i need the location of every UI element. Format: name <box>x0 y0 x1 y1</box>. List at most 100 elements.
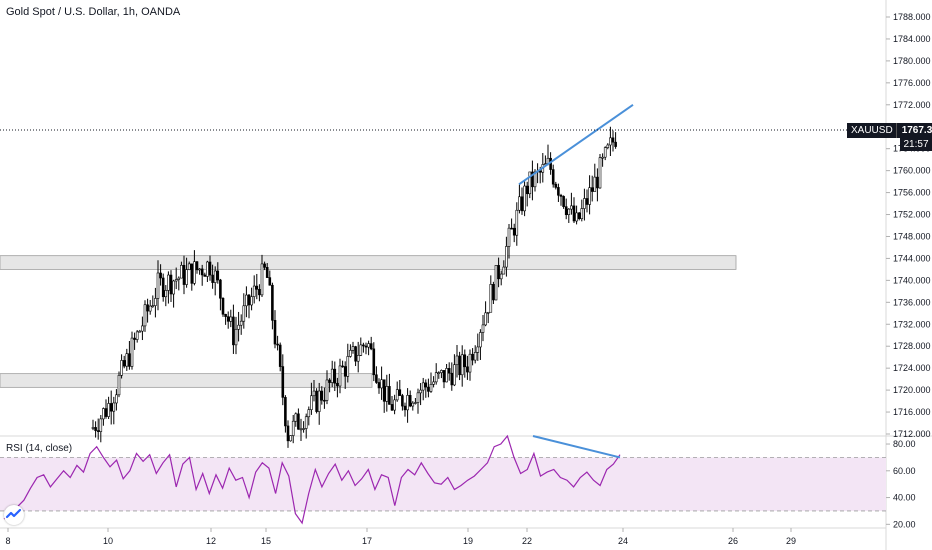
price-tick-label: 1736.000 <box>893 297 931 307</box>
symbol-label: XAUUSD <box>847 123 897 138</box>
candle <box>268 270 272 286</box>
candle-body <box>403 405 407 411</box>
candle <box>120 354 123 379</box>
candle <box>338 358 342 394</box>
candle <box>224 313 227 325</box>
candle-body <box>377 382 381 389</box>
candle-body <box>135 331 139 340</box>
candle <box>453 354 456 387</box>
candle <box>138 329 142 333</box>
candle-body <box>198 268 201 271</box>
candlestick-series <box>91 126 617 448</box>
candle <box>395 381 399 402</box>
candle-body <box>221 297 225 315</box>
candle-body <box>601 156 604 159</box>
candle <box>213 266 217 296</box>
candle-body <box>133 337 136 340</box>
candle-body <box>284 397 287 427</box>
price-tick-label: 1780.000 <box>893 56 931 66</box>
candle-body <box>96 430 100 432</box>
candle-body <box>169 274 173 295</box>
candle <box>286 420 290 448</box>
candle <box>606 143 610 150</box>
price-tick-label: 1716.000 <box>893 407 931 417</box>
rsi-title: RSI (14, close) <box>6 443 73 454</box>
candle-body <box>229 316 233 322</box>
candle-body <box>242 305 246 322</box>
candle-body <box>159 272 162 279</box>
candle <box>406 388 409 423</box>
candle <box>271 282 274 330</box>
tradingview-logo-icon[interactable] <box>4 505 24 525</box>
candle-body <box>323 399 326 402</box>
candle <box>232 304 235 354</box>
price-tick-label: 1776.000 <box>893 78 931 88</box>
candle-body <box>367 343 370 348</box>
candle <box>494 265 498 301</box>
candle-body <box>219 279 222 299</box>
candle <box>502 260 506 275</box>
price-tick-label: 1784.000 <box>893 34 931 44</box>
candle-body <box>486 311 490 314</box>
candle-body <box>258 288 261 296</box>
candle <box>167 271 170 304</box>
candle <box>172 279 175 308</box>
candle-body <box>263 263 266 268</box>
candle <box>450 362 454 391</box>
candle <box>263 261 266 271</box>
candle-body <box>359 344 363 356</box>
candle-body <box>416 392 420 403</box>
candle-body <box>609 137 612 146</box>
candle-body <box>492 284 495 301</box>
candle-body <box>463 354 467 368</box>
candle-body <box>580 208 584 219</box>
candle-body <box>177 277 181 280</box>
candle <box>437 371 441 379</box>
candle-body <box>515 209 519 236</box>
candle-body <box>442 370 446 383</box>
candle <box>408 390 412 408</box>
candle-body <box>440 370 443 373</box>
candle <box>94 421 97 438</box>
candle <box>315 388 318 414</box>
candle-body <box>338 365 342 387</box>
candle <box>125 348 129 371</box>
candle-body <box>200 268 204 276</box>
candle <box>180 261 183 279</box>
candle-body <box>354 346 357 362</box>
candle-body <box>307 409 311 418</box>
candle-body <box>299 428 303 431</box>
candle-body <box>148 305 152 312</box>
candle-body <box>564 206 568 216</box>
candle-body <box>107 403 110 417</box>
candle-body <box>349 350 352 357</box>
price-tick-label: 1712.000 <box>893 429 931 439</box>
candle <box>442 370 446 389</box>
time-tick-label: 17 <box>362 536 372 546</box>
price-tick-label: 1728.000 <box>893 341 931 351</box>
candle-body <box>380 379 383 389</box>
candle <box>497 257 500 288</box>
candle-body <box>315 390 318 412</box>
candle <box>284 395 287 433</box>
candle-body <box>471 353 474 361</box>
candle-body <box>590 187 594 192</box>
candle-body <box>99 418 103 432</box>
candle <box>523 181 526 217</box>
candle <box>325 370 329 405</box>
candle <box>99 414 103 443</box>
candle <box>203 272 207 277</box>
candle-body <box>333 368 337 384</box>
candle-body <box>611 137 615 143</box>
candle-body <box>538 170 542 173</box>
candle-body <box>393 399 396 411</box>
candle-body <box>330 368 334 383</box>
candle-body <box>109 403 113 412</box>
time-tick-label: 29 <box>786 536 796 546</box>
candle <box>580 199 584 222</box>
candle-body <box>120 360 123 376</box>
candle <box>367 340 370 356</box>
candle <box>536 163 539 184</box>
candle <box>429 372 433 393</box>
